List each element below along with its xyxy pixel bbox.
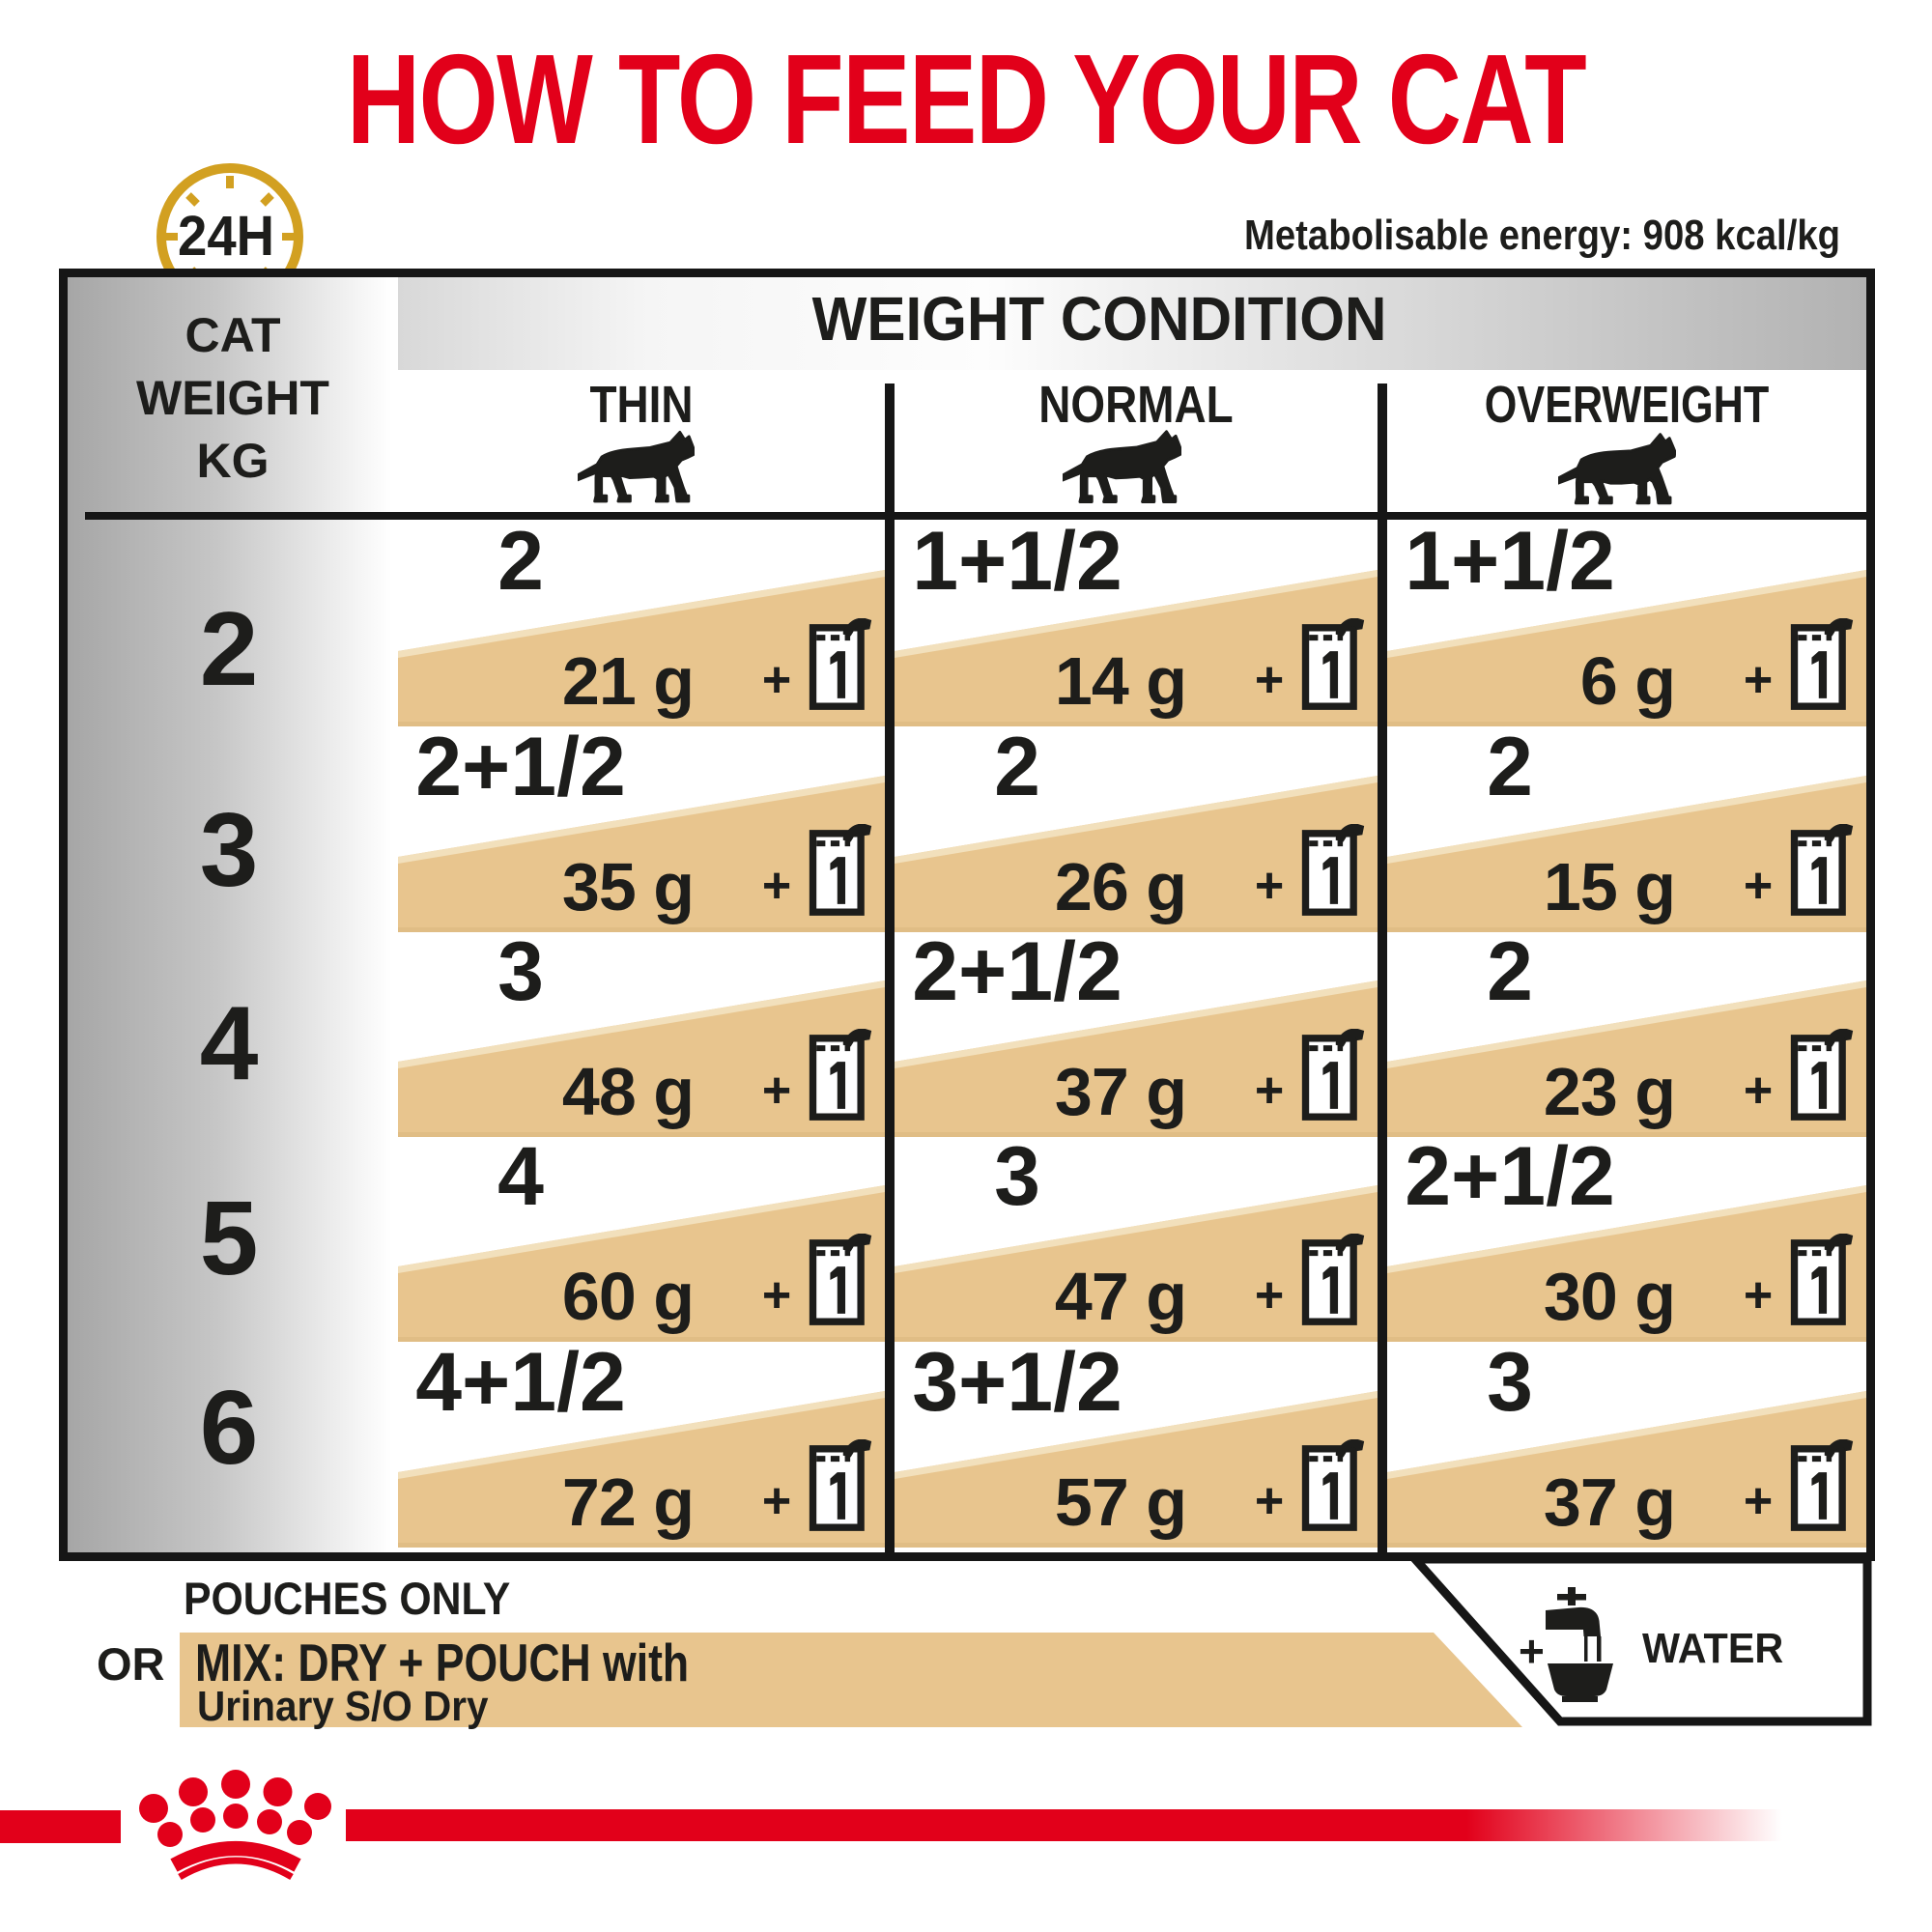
svg-text:24H: 24H <box>178 205 274 268</box>
